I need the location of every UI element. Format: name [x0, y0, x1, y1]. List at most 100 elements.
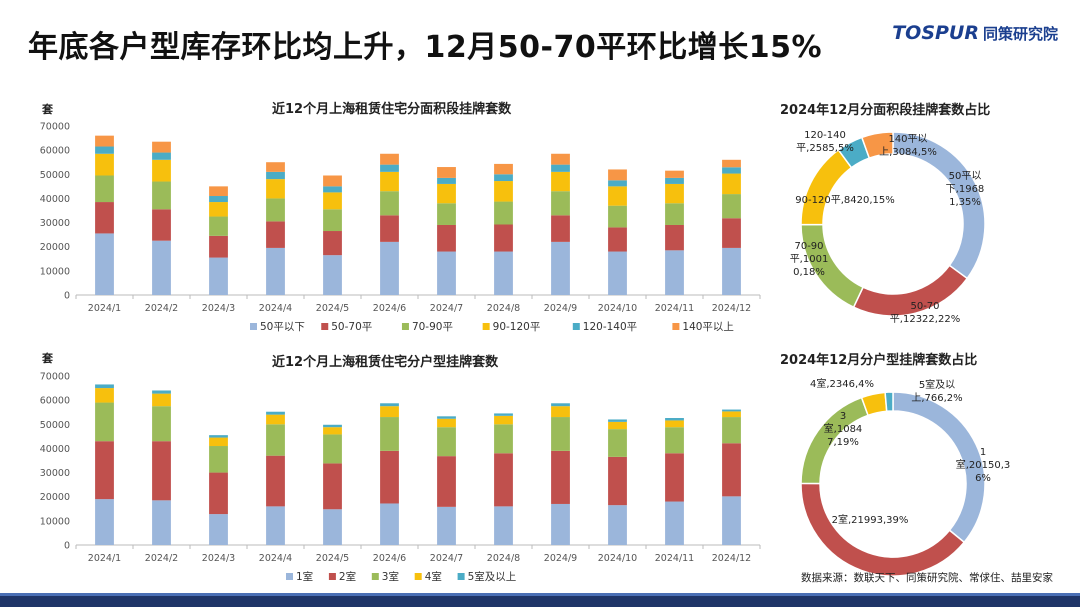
- bar-segment-2: [494, 453, 513, 507]
- bar-segment-4: [608, 421, 627, 430]
- pie-data-label: 室,1084: [824, 422, 863, 435]
- bar-segment-5: [209, 196, 228, 203]
- bar-segment-6: [437, 167, 456, 178]
- bar-segment-2: [95, 441, 114, 500]
- bar-segment-4: [722, 173, 741, 195]
- bar-segment-3: [608, 429, 627, 457]
- bar-segment-3: [209, 216, 228, 236]
- bar-segment-6: [209, 186, 228, 197]
- pie-data-label: 平,1001: [790, 254, 829, 265]
- x-tick-label: 2024/12: [712, 303, 751, 314]
- y-tick-label: 10000: [40, 266, 70, 277]
- x-tick-label: 2024/4: [259, 303, 292, 314]
- legend-swatch: [401, 323, 409, 330]
- y-tick-label: 70000: [40, 122, 70, 133]
- bar-segment-1: [608, 505, 627, 545]
- bar-segment-1: [266, 247, 285, 295]
- bar-segment-2: [665, 453, 684, 502]
- bar-segment-5: [380, 164, 399, 172]
- bar-segment-4: [266, 179, 285, 199]
- bar-segment-5: [266, 411, 285, 415]
- bar-segment-1: [380, 503, 399, 545]
- chart-title-area-pie: 2024年12月分面积段挂牌套数占比: [780, 103, 991, 118]
- legend-label: 4室: [425, 570, 442, 583]
- bar-segment-2: [95, 202, 114, 234]
- bar-segment-2: [209, 472, 228, 515]
- y-tick-label: 50000: [40, 170, 70, 181]
- legend-swatch: [572, 323, 580, 330]
- x-tick-label: 2024/7: [430, 303, 463, 314]
- legend-label: 50平以下: [260, 321, 305, 333]
- legend-label: 90-120平: [493, 321, 541, 333]
- bar-segment-5: [152, 152, 171, 160]
- bar-segment-4: [437, 418, 456, 428]
- bar-segment-3: [380, 417, 399, 451]
- bar-segment-5: [380, 403, 399, 407]
- x-tick-label: 2024/2: [145, 553, 178, 564]
- legend-label: 140平以上: [682, 321, 734, 333]
- bar-segment-2: [266, 455, 285, 507]
- x-tick-label: 2024/12: [712, 553, 751, 564]
- footer-accent-line: [0, 593, 1080, 596]
- bar-segment-1: [209, 514, 228, 545]
- data-source-note: 数据来源：数联天下、同策研究院、常俅住、喆里安家: [801, 572, 1053, 584]
- y-tick-label: 60000: [40, 396, 70, 407]
- bar-segment-2: [437, 224, 456, 252]
- legend-swatch: [328, 573, 336, 580]
- bar-segment-2: [551, 215, 570, 242]
- bar-segment-2: [494, 224, 513, 252]
- bar-segment-4: [722, 411, 741, 418]
- pie-data-label: 90-120平,8420,15%: [795, 195, 894, 206]
- bar-segment-3: [323, 434, 342, 464]
- bar-segment-6: [323, 175, 342, 187]
- bar-segment-3: [95, 402, 114, 442]
- bar-segment-3: [380, 191, 399, 216]
- x-tick-label: 2024/3: [202, 303, 235, 314]
- pie-data-label: 平,2585,5%: [796, 143, 854, 154]
- bar-segment-1: [323, 255, 342, 295]
- bar-segment-3: [494, 201, 513, 225]
- legend-label: 120-140平: [583, 321, 637, 333]
- bar-segment-4: [380, 406, 399, 418]
- bar-segment-3: [551, 191, 570, 216]
- bar-segment-5: [551, 164, 570, 172]
- bar-segment-1: [551, 241, 570, 295]
- pie-data-label: 140平以: [888, 134, 927, 145]
- bar-segment-2: [437, 456, 456, 507]
- legend-label: 2室: [339, 570, 356, 583]
- y-tick-label: 40000: [40, 444, 70, 455]
- x-tick-label: 2024/3: [202, 553, 235, 564]
- footer-band: [0, 593, 1080, 607]
- y-tick-label: 30000: [40, 218, 70, 229]
- bar-segment-6: [380, 153, 399, 165]
- bar-segment-4: [95, 388, 114, 403]
- bar-segment-3: [152, 181, 171, 210]
- pie-data-label: 50-70: [910, 301, 939, 312]
- bar-segment-1: [95, 233, 114, 295]
- legend-swatch: [672, 323, 680, 330]
- legend-swatch: [482, 323, 490, 330]
- bar-segment-3: [266, 198, 285, 222]
- x-tick-label: 2024/5: [316, 303, 349, 314]
- bar-segment-5: [95, 146, 114, 154]
- bar-segment-4: [494, 181, 513, 202]
- bar-segment-1: [437, 251, 456, 295]
- legend-label: 1室: [296, 570, 313, 583]
- pie-data-label: 4室,2346,4%: [810, 377, 874, 390]
- bar-segment-4: [209, 437, 228, 447]
- bar-segment-6: [95, 135, 114, 147]
- bar-segment-5: [437, 416, 456, 419]
- pie-data-label: 上,766,2%: [911, 392, 962, 404]
- pie-data-label: 6%: [975, 473, 991, 484]
- bar-segment-2: [665, 224, 684, 251]
- legend-label: 70-90平: [412, 321, 453, 333]
- pie-data-label: 1,35%: [949, 197, 981, 208]
- room-stacked-bar-chart: 套 0 10000 20000 30000 40000 50000 60000 70000 202…: [40, 351, 761, 583]
- y-tick-label: 20000: [40, 492, 70, 503]
- x-tick-label: 2024/10: [598, 303, 637, 314]
- y-tick-label: 70000: [40, 372, 70, 383]
- bar-segment-1: [380, 241, 399, 295]
- pie-data-label: 3: [840, 411, 846, 422]
- bar-segment-6: [152, 141, 171, 153]
- bar-segment-6: [608, 169, 627, 181]
